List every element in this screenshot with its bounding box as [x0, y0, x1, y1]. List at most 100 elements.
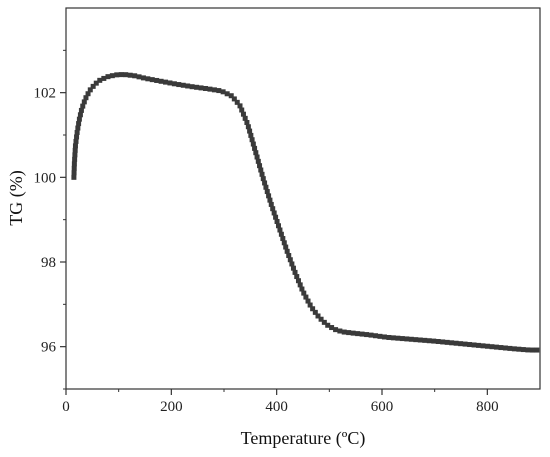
data-point: [127, 72, 133, 78]
data-point: [426, 338, 432, 344]
data-point: [516, 346, 522, 352]
data-point: [72, 156, 78, 162]
data-point: [350, 330, 356, 336]
data-point: [185, 83, 191, 89]
data-point: [109, 73, 115, 79]
data-point: [145, 76, 151, 82]
data-point: [346, 330, 352, 336]
data-point: [198, 85, 204, 91]
data-point: [158, 78, 164, 84]
data-point: [255, 158, 261, 164]
data-point: [271, 210, 277, 216]
data-point: [325, 322, 331, 328]
data-point: [453, 340, 459, 346]
data-point: [498, 345, 504, 351]
data-point: [284, 248, 290, 254]
data-point: [76, 121, 82, 127]
data-point: [244, 119, 250, 125]
data-point: [132, 73, 138, 79]
data-point: [248, 132, 254, 138]
data-point: [267, 197, 273, 203]
data-point: [307, 302, 313, 308]
data-point: [224, 91, 230, 97]
data-point: [399, 336, 405, 342]
data-point: [74, 134, 80, 140]
data-point: [273, 214, 279, 220]
data-point: [440, 339, 446, 345]
data-point: [534, 347, 540, 353]
data-point: [277, 227, 283, 233]
data-point: [154, 77, 160, 83]
data-point: [286, 253, 292, 259]
data-point: [216, 88, 222, 94]
data-point: [136, 74, 142, 80]
data-point: [318, 316, 324, 322]
data-point: [257, 163, 263, 169]
data-point: [83, 95, 89, 101]
data-point: [289, 261, 295, 267]
data-point: [97, 77, 103, 83]
data-point: [259, 171, 265, 177]
data-point: [266, 193, 272, 199]
data-point: [249, 137, 255, 143]
data-point: [73, 138, 79, 144]
plot-frame: [65, 7, 541, 390]
y-tick-label: 98: [41, 255, 56, 271]
y-tick-label: 100: [34, 170, 57, 186]
data-point: [529, 347, 535, 353]
data-point: [359, 331, 365, 337]
data-point: [301, 290, 307, 296]
data-point: [74, 129, 80, 135]
data-point: [231, 96, 237, 102]
data-point: [207, 86, 213, 92]
data-point: [105, 74, 111, 80]
data-point: [260, 176, 266, 182]
data-point: [493, 344, 499, 350]
data-point: [268, 201, 274, 207]
data-point: [263, 184, 269, 190]
data-point: [299, 286, 305, 292]
data-point: [76, 116, 82, 122]
data-point: [264, 189, 270, 195]
y-tick-label: 102: [34, 86, 57, 102]
data-point: [355, 331, 361, 337]
data-point: [123, 72, 129, 78]
data-point: [278, 231, 284, 237]
data-point: [471, 342, 477, 348]
data-point: [171, 81, 177, 87]
data-point: [253, 150, 259, 156]
data-point: [484, 343, 490, 349]
data-point: [520, 347, 526, 353]
data-point: [78, 107, 84, 113]
data-point: [287, 257, 293, 263]
data-point: [234, 99, 240, 105]
data-point: [315, 313, 321, 319]
data-point: [114, 72, 120, 78]
data-point: [489, 344, 495, 350]
data-point: [274, 218, 280, 224]
data-point: [283, 244, 289, 250]
data-point: [310, 306, 316, 312]
data-point: [203, 85, 209, 91]
data-point: [337, 328, 343, 334]
data-point: [449, 340, 455, 346]
data-point: [252, 145, 258, 151]
data-point: [280, 236, 286, 242]
data-point: [72, 147, 78, 153]
data-point: [228, 93, 234, 99]
data-point: [71, 165, 77, 171]
data-point: [290, 265, 296, 271]
y-axis-title: TG (%): [6, 170, 27, 225]
data-point: [295, 278, 301, 284]
data-point: [71, 174, 77, 180]
data-point: [467, 342, 473, 348]
data-point: [431, 338, 437, 344]
data-point: [270, 206, 276, 212]
x-tick-label: 400: [265, 399, 288, 415]
data-point: [75, 125, 81, 131]
data-point: [149, 77, 155, 83]
data-point: [373, 333, 379, 339]
data-point: [312, 309, 318, 315]
data-point: [525, 347, 531, 353]
x-axis-title: Temperature (ºC): [241, 428, 366, 449]
